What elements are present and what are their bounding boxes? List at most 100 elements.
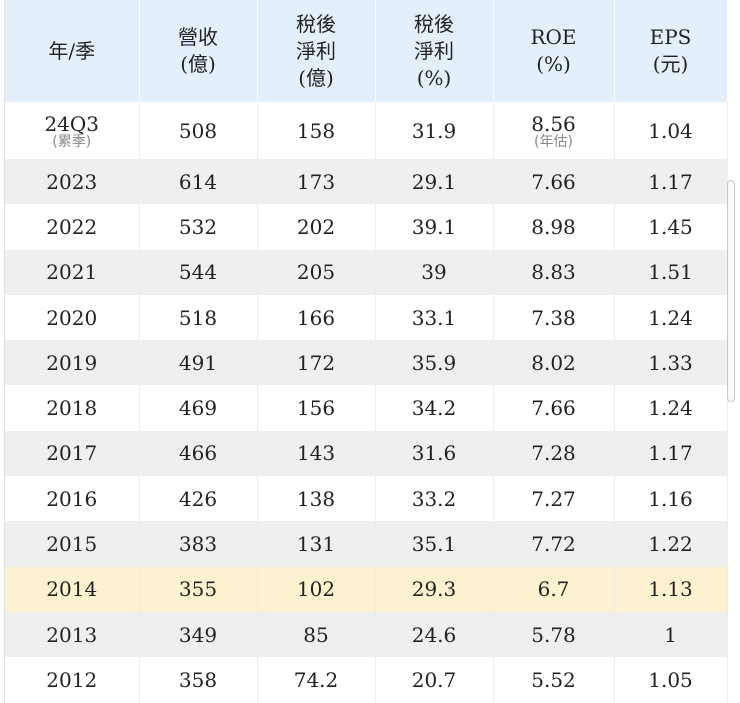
cell-eps: 1.22: [614, 521, 728, 567]
cell-roe: 6.7: [493, 566, 615, 612]
period-value: 24Q3: [44, 111, 100, 136]
cell-net-margin: 33.2: [375, 476, 494, 522]
cell-roe: 8.02: [493, 340, 615, 386]
cell-eps: 1.24: [614, 385, 728, 431]
cell-eps: 1.45: [614, 204, 728, 250]
cell-eps: 1.04: [614, 102, 728, 159]
cell-net-margin: 31.6: [375, 430, 494, 477]
header-line: 稅後: [296, 11, 336, 36]
cell-roe: 7.27: [493, 476, 615, 522]
cell-net-margin: 33.1: [375, 294, 494, 341]
cell-eps: 1.24: [614, 294, 728, 341]
cell-revenue: 544: [139, 249, 258, 295]
table-row: 2022 532 202 39.1 8.98 1.45: [5, 204, 728, 250]
cell-roe: 7.72: [493, 521, 615, 567]
cell-revenue: 358: [139, 657, 258, 703]
cell-eps: 1.17: [614, 430, 728, 477]
header-roe: ROE (%): [493, 0, 615, 102]
header-line: 年/季: [48, 38, 96, 63]
cell-net-income: 158: [257, 102, 376, 159]
financial-table: 年/季 營收 (億) 稅後 淨利 (億) 稅後 淨利 (%) ROE: [5, 0, 728, 703]
cell-period: 2014: [5, 566, 140, 612]
cell-revenue: 466: [139, 430, 258, 477]
cell-period: 2019: [5, 340, 140, 386]
cell-net-margin: 20.7: [375, 657, 494, 703]
cell-period: 2016: [5, 476, 140, 522]
header-net-margin: 稅後 淨利 (%): [375, 0, 494, 102]
header-net-income: 稅後 淨利 (億): [257, 0, 376, 102]
cell-roe: 7.28: [493, 430, 615, 477]
cell-net-margin: 39.1: [375, 204, 494, 250]
table-row: 2015 383 131 35.1 7.72 1.22: [5, 521, 728, 567]
cell-period: 2023: [5, 159, 140, 205]
header-line: (元): [652, 52, 689, 76]
cell-revenue: 508: [139, 102, 258, 159]
cell-net-income: 143: [257, 430, 376, 477]
table-row: 2012 358 74.2 20.7 5.52 1.05: [5, 657, 728, 703]
cell-revenue: 491: [139, 340, 258, 386]
cell-eps: 1.51: [614, 249, 728, 295]
roe-note: (年估): [534, 133, 573, 150]
cell-net-income: 138: [257, 476, 376, 522]
table-row: 2019 491 172 35.9 8.02 1.33: [5, 340, 728, 386]
cell-revenue: 518: [139, 294, 258, 341]
table-row: 24Q3 (累季) 508 158 31.9 8.56 (年估) 1.04: [5, 102, 728, 159]
cell-period: 2015: [5, 521, 140, 567]
cell-eps: 1.13: [614, 566, 728, 612]
header-period: 年/季: [5, 0, 140, 102]
cell-net-income: 131: [257, 521, 376, 567]
header-line: 淨利: [296, 38, 336, 63]
cell-period: 24Q3 (累季): [5, 102, 140, 159]
cell-net-income: 166: [257, 294, 376, 341]
cell-revenue: 426: [139, 476, 258, 522]
cell-net-margin: 31.9: [375, 102, 494, 159]
period-note: (累季): [52, 133, 92, 150]
cell-revenue: 349: [139, 611, 258, 658]
cell-net-margin: 39: [375, 249, 494, 295]
scrollbar-thumb[interactable]: [727, 180, 735, 402]
cell-net-income: 85: [257, 611, 376, 658]
table-row: 2013 349 85 24.6 5.78 1: [5, 611, 728, 658]
cell-period: 2022: [5, 204, 140, 250]
vertical-scrollbar[interactable]: [727, 180, 735, 402]
cell-net-income: 172: [257, 340, 376, 386]
table-row: 2018 469 156 34.2 7.66 1.24: [5, 385, 728, 431]
cell-roe: 8.56 (年估): [493, 102, 615, 159]
cell-eps: 1.17: [614, 159, 728, 205]
cell-eps: 1.16: [614, 476, 728, 522]
header-revenue: 營收 (億): [139, 0, 258, 102]
cell-net-income: 173: [257, 159, 376, 205]
header-line: 淨利: [414, 38, 454, 63]
cell-period: 2017: [5, 430, 140, 477]
cell-eps: 1: [614, 611, 728, 658]
table-row: 2023 614 173 29.1 7.66 1.17: [5, 159, 728, 205]
cell-roe: 8.83: [493, 249, 615, 295]
header-line: ROE: [530, 25, 577, 49]
cell-eps: 1.33: [614, 340, 728, 386]
cell-net-income: 202: [257, 204, 376, 250]
cell-net-income: 74.2: [257, 657, 376, 703]
cell-period: 2018: [5, 385, 140, 431]
cell-eps: 1.05: [614, 657, 728, 703]
cell-net-margin: 35.1: [375, 521, 494, 567]
cell-period: 2021: [5, 249, 140, 295]
cell-net-margin: 34.2: [375, 385, 494, 431]
header-line: (%): [536, 52, 571, 76]
roe-value: 8.56: [531, 111, 576, 136]
table-row: 2014 355 102 29.3 6.7 1.13: [5, 566, 728, 612]
header-line: 稅後: [414, 11, 454, 36]
cell-net-margin: 29.1: [375, 159, 494, 205]
header-line: (億): [298, 65, 334, 90]
cell-roe: 7.38: [493, 294, 615, 341]
cell-roe: 7.66: [493, 159, 615, 205]
cell-revenue: 532: [139, 204, 258, 250]
cell-net-income: 205: [257, 249, 376, 295]
cell-period: 2013: [5, 611, 140, 658]
cell-net-income: 102: [257, 566, 376, 612]
cell-period: 2020: [5, 294, 140, 341]
header-line: 營收: [178, 25, 218, 49]
table-row: 2017 466 143 31.6 7.28 1.17: [5, 430, 728, 477]
cell-revenue: 469: [139, 385, 258, 431]
cell-net-income: 156: [257, 385, 376, 431]
table-header-row: 年/季 營收 (億) 稅後 淨利 (億) 稅後 淨利 (%) ROE: [5, 0, 728, 102]
